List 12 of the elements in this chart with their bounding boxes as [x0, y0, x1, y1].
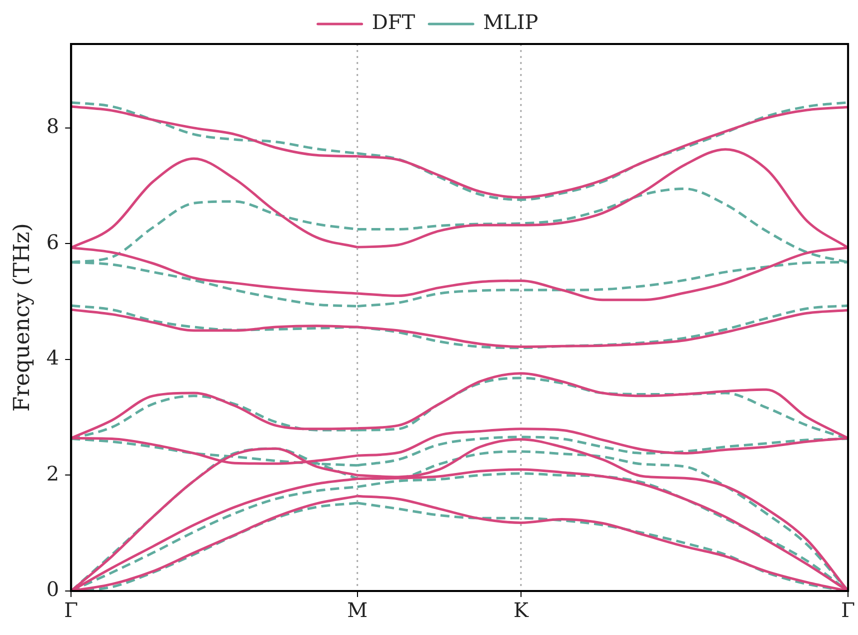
- y-tick-label: 2: [46, 461, 60, 486]
- y-axis-title: Frequency (THz): [10, 223, 35, 412]
- y-tick-label: 6: [46, 230, 60, 254]
- y-tick-label: 8: [46, 114, 60, 138]
- x-tick-label: M: [347, 598, 368, 622]
- y-tick-label: 4: [46, 346, 60, 370]
- legend-label: DFT: [372, 10, 416, 34]
- legend-label: MLIP: [483, 10, 538, 34]
- y-tick-label: 0: [46, 577, 60, 602]
- x-tick-label: Γ: [64, 598, 78, 622]
- x-tick-label: K: [513, 598, 530, 622]
- x-tick-label: Γ: [841, 598, 856, 622]
